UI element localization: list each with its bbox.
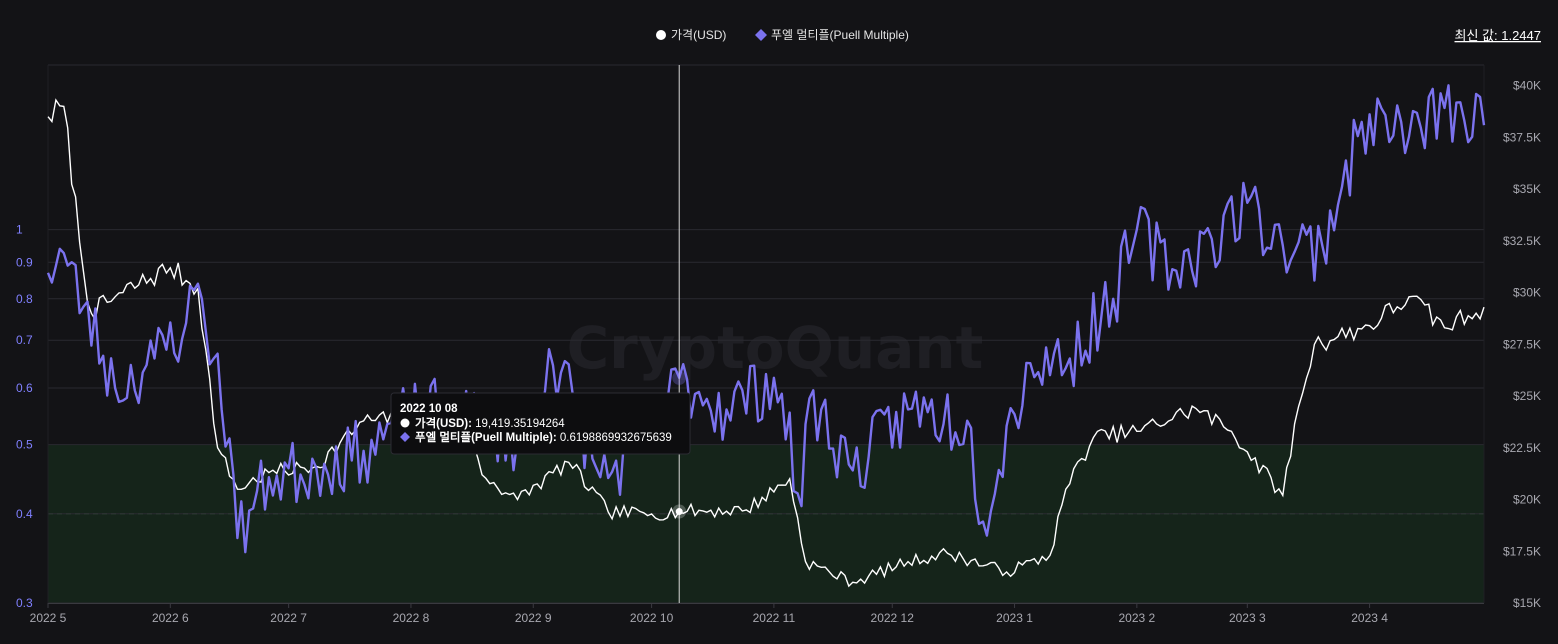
right-axis-tick: $17.5K (1503, 544, 1541, 558)
tooltip-puell-value: 0.6198869932675639 (560, 432, 672, 444)
left-axis-tick: 0.5 (16, 438, 33, 452)
x-axis-tick: 2022 7 (270, 611, 307, 625)
hover-point-puell-halo (672, 370, 687, 385)
right-axis-tick: $32.5K (1503, 234, 1541, 248)
x-axis-tick: 2022 12 (871, 611, 915, 625)
x-axis-tick: 2022 5 (30, 611, 67, 625)
tooltip: 2022 10 08 가격(USD): 19,419.35194264 푸엘 멀… (390, 392, 691, 455)
left-axis-tick: 0.6 (16, 381, 33, 395)
right-axis-tick: $30K (1513, 286, 1541, 300)
legend-price-label: 가격(USD) (671, 28, 726, 42)
right-axis-tick: $40K (1513, 79, 1541, 93)
price-legend-dot-icon (656, 30, 666, 40)
crosshair (672, 65, 687, 603)
tooltip-date: 2022 10 08 (400, 403, 458, 415)
tooltip-puell-label: 푸엘 멀티플(Puell Multiple) (415, 430, 553, 444)
right-axis-tick: $22.5K (1503, 441, 1541, 455)
series-line-puell[interactable] (46, 84, 1486, 554)
x-axis-tick: 2023 4 (1351, 611, 1388, 625)
low-value-zone (48, 444, 1484, 603)
right-axis-tick: $20K (1513, 493, 1541, 507)
x-axis-tick: 2022 10 (630, 611, 674, 625)
tooltip-box (390, 392, 691, 455)
hover-point-price (675, 508, 683, 516)
series-line-price[interactable] (47, 98, 1485, 588)
left-axis-tick: 0.7 (16, 333, 33, 347)
latest-value[interactable]: 최신 값: 1.2447 (1455, 28, 1541, 43)
legend-item-puell[interactable]: 푸엘 멀티플(Puell Multiple) (755, 28, 909, 42)
tooltip-puell-diamond-icon (400, 432, 410, 442)
watermark: CryptoQuant (567, 314, 984, 382)
left-axis-tick: 0.4 (16, 507, 33, 521)
legend: 가격(USD) 푸엘 멀티플(Puell Multiple) (656, 28, 909, 42)
tooltip-price-dot-icon (400, 418, 410, 428)
tooltip-price-value: 19,419.35194264 (475, 418, 565, 430)
x-axis-tick: 2022 8 (393, 611, 430, 625)
x-axis-tick: 2023 2 (1118, 611, 1155, 625)
tooltip-price-label: 가격(USD) (415, 416, 468, 430)
tooltip-puell-row: 푸엘 멀티플(Puell Multiple): 0.61988699326756… (415, 430, 672, 444)
x-axis-tick: 2023 3 (1229, 611, 1266, 625)
left-axis-tick: 1 (16, 223, 23, 237)
tooltip-price-row: 가격(USD): 19,419.35194264 (415, 416, 565, 430)
legend-item-price[interactable]: 가격(USD) (656, 28, 726, 42)
puell-legend-diamond-icon (755, 29, 767, 41)
right-axis-tick: $35K (1513, 182, 1541, 196)
right-axis-tick: $37.5K (1503, 130, 1541, 144)
right-axis-tick: $15K (1513, 596, 1541, 610)
left-axis-tick: 0.3 (16, 596, 33, 610)
right-axis-tick: $27.5K (1503, 337, 1541, 351)
x-axis-tick: 2022 11 (753, 611, 796, 625)
right-axis-tick: $25K (1513, 389, 1541, 403)
left-axis-tick: 0.9 (16, 255, 33, 269)
legend-puell-label: 푸엘 멀티플(Puell Multiple) (771, 28, 909, 42)
x-axis-tick: 2022 6 (152, 611, 189, 625)
x-axis-tick: 2023 1 (996, 611, 1033, 625)
x-axis-tick: 2022 9 (515, 611, 552, 625)
left-axis-tick: 0.8 (16, 292, 33, 306)
